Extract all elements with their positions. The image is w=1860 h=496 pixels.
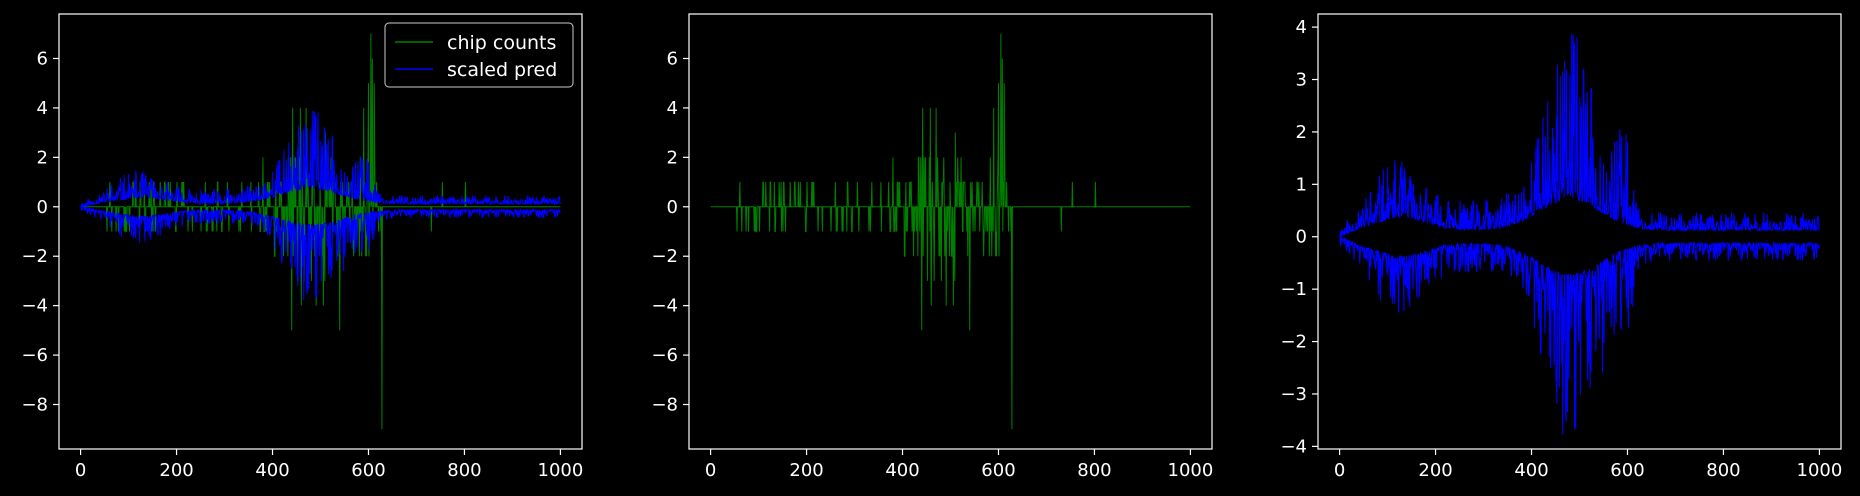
series-line-pred-upper xyxy=(80,111,561,208)
axes-frame xyxy=(58,13,583,450)
chart-panel-left: 0 200 400 600 800 1000 −8 −6 −4 −2 0 2 4 6 chip counts… xyxy=(21,13,584,481)
series-line-pred-lower xyxy=(1339,236,1820,435)
x-tick-label: 600 xyxy=(981,460,1015,481)
chart-panel-middle: 0 200 400 600 800 1000 −8 −6 −4 −2 0 2 4 6 xyxy=(651,13,1214,481)
y-tick-label: 6 xyxy=(37,48,48,69)
x-tick-label: 0 xyxy=(705,460,716,481)
x-tick-label: 200 xyxy=(789,460,823,481)
axes-frame xyxy=(1317,13,1842,450)
y-tick-label: 4 xyxy=(1296,17,1307,38)
y-tick-label: −2 xyxy=(1280,332,1307,353)
y-tick-label: 6 xyxy=(667,48,678,69)
y-tick-label: 0 xyxy=(37,197,48,218)
x-tick-label: 400 xyxy=(1514,460,1548,481)
y-tick-label: 0 xyxy=(1296,227,1307,248)
series-line-pred-upper xyxy=(1339,33,1820,237)
y-tick-label: −2 xyxy=(21,246,48,267)
y-tick-label: −8 xyxy=(21,395,48,416)
y-tick-label: 2 xyxy=(37,147,48,168)
y-tick-label: −6 xyxy=(21,345,48,366)
y-tick-label: −3 xyxy=(1280,384,1307,405)
x-tick-label: 1000 xyxy=(538,460,584,481)
x-tick-label: 0 xyxy=(1334,460,1345,481)
plot-area xyxy=(1339,33,1820,435)
series-line-pred-lower xyxy=(80,206,561,301)
x-tick-label: 0 xyxy=(75,460,86,481)
x-tick-label: 600 xyxy=(351,460,385,481)
y-tick-label: 4 xyxy=(37,98,48,119)
x-tick-label: 800 xyxy=(1706,460,1740,481)
y-tick-label: −4 xyxy=(21,296,48,317)
y-tick-label: −8 xyxy=(651,395,678,416)
y-tick-label: 1 xyxy=(1296,174,1307,195)
y-tick-label: 4 xyxy=(667,98,678,119)
legend-label: scaled pred xyxy=(447,59,557,81)
x-tick-label: 400 xyxy=(885,460,919,481)
x-tick-label: 600 xyxy=(1610,460,1644,481)
y-tick-label: −2 xyxy=(651,246,678,267)
legend-box xyxy=(384,22,574,88)
y-tick-label: −6 xyxy=(651,345,678,366)
plot-area xyxy=(80,33,561,430)
series-line-counts xyxy=(710,33,1191,430)
y-tick-label: −1 xyxy=(1280,279,1307,300)
legend: chip counts scaled pred xyxy=(384,22,574,88)
x-tick-label: 200 xyxy=(1418,460,1452,481)
axes-frame xyxy=(688,13,1213,450)
y-tick-label: −4 xyxy=(1280,436,1307,457)
x-tick-label: 200 xyxy=(159,460,193,481)
x-tick-label: 1000 xyxy=(1797,460,1843,481)
plot-area xyxy=(710,33,1191,430)
x-tick-label: 800 xyxy=(1077,460,1111,481)
x-tick-label: 400 xyxy=(255,460,289,481)
y-tick-label: 0 xyxy=(667,197,678,218)
chart-panel-right: 0 200 400 600 800 1000 −4 −3 −2 −1 0 1 2 3 4 xyxy=(1280,13,1843,481)
x-tick-label: 800 xyxy=(447,460,481,481)
y-tick-label: 2 xyxy=(667,147,678,168)
y-tick-label: −4 xyxy=(651,296,678,317)
x-tick-label: 1000 xyxy=(1168,460,1214,481)
y-tick-label: 2 xyxy=(1296,122,1307,143)
y-tick-label: 3 xyxy=(1296,70,1307,91)
legend-label: chip counts xyxy=(447,32,556,54)
